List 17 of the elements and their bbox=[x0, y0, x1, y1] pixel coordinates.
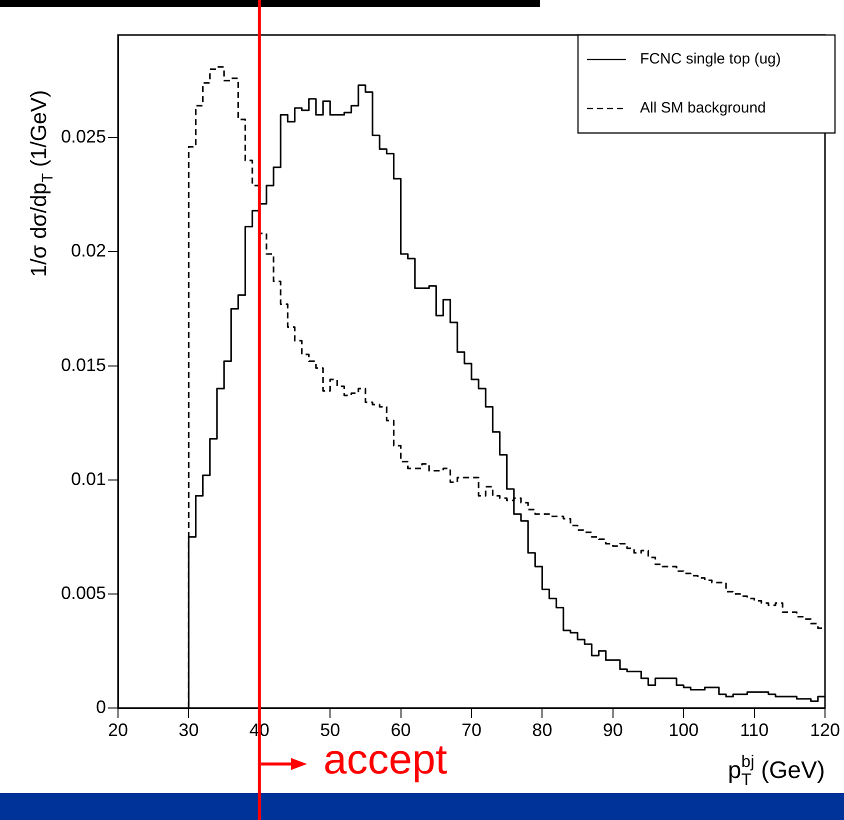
legend-label: FCNC single top (ug) bbox=[640, 50, 781, 68]
y-tick-label: 0.005 bbox=[60, 582, 106, 603]
x-tick-label: 100 bbox=[668, 720, 699, 740]
x-tick-label: 20 bbox=[108, 720, 128, 740]
legend-label: All SM background bbox=[640, 100, 766, 117]
y-tick-label: 0 bbox=[96, 696, 106, 717]
y-axis-title: 1/σ dσ/dpT (1/GeV) bbox=[26, 90, 57, 277]
x-tick-label: 110 bbox=[740, 720, 769, 740]
x-tick-label: 70 bbox=[461, 720, 482, 740]
y-tick-label: 0.025 bbox=[60, 126, 106, 147]
x-tick-label: 30 bbox=[178, 720, 199, 740]
y-tick-label: 0.015 bbox=[60, 354, 106, 375]
x-tick-label: 90 bbox=[602, 720, 623, 740]
y-tick-label: 0.02 bbox=[70, 240, 106, 261]
y-tick-label: 0.01 bbox=[70, 468, 106, 489]
x-tick-label: 80 bbox=[532, 720, 552, 740]
x-tick-label: 120 bbox=[810, 720, 840, 740]
